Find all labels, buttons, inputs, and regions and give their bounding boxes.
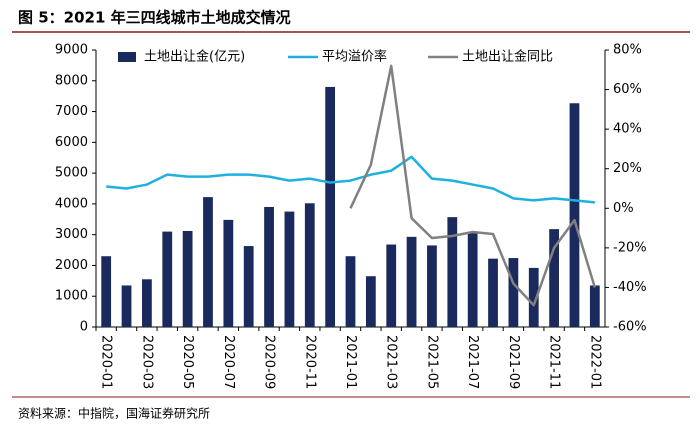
legend-label: 土地出让金同比 — [462, 49, 553, 65]
y-tick-label: 5000 — [55, 166, 88, 181]
bar — [528, 267, 539, 327]
bar — [243, 246, 254, 327]
y-tick-label: 2000 — [55, 258, 88, 273]
legend-label: 土地出让金(亿元) — [144, 49, 245, 65]
x-tick-label: 2021-11 — [547, 335, 562, 389]
bar — [325, 86, 336, 327]
line — [106, 155, 595, 204]
x-tick-label: 2020-07 — [221, 335, 236, 389]
y2-tick-label: -60% — [613, 320, 647, 335]
x-tick-label: 2021-03 — [384, 335, 399, 389]
x-tick-label: 2020-11 — [302, 335, 317, 389]
x-tick-label: 2021-01 — [343, 335, 358, 389]
bar — [223, 219, 234, 327]
y2-tick-label: -40% — [613, 280, 647, 295]
bar — [447, 217, 458, 327]
x-tick-label: 2021-05 — [424, 335, 439, 389]
bar — [488, 258, 498, 327]
y2-tick-label: -20% — [613, 240, 647, 255]
y-tick-label: 1000 — [55, 289, 88, 304]
x-tick-label: 2021-07 — [465, 335, 480, 389]
bar — [182, 230, 193, 327]
x-tick-label: 2020-01 — [99, 335, 114, 389]
bar — [427, 245, 437, 327]
bar — [162, 231, 173, 327]
bar — [203, 197, 213, 327]
bar — [264, 206, 274, 327]
x-tick-label: 2022-01 — [587, 335, 602, 389]
y-tick-label: 6000 — [55, 135, 88, 150]
bar — [284, 211, 295, 327]
source: 资料来源：中指院，国海证券研究所 — [18, 406, 210, 421]
bar — [406, 236, 417, 327]
y-tick-label: 8000 — [55, 73, 88, 88]
y-tick-label: 9000 — [55, 43, 88, 58]
x-tick-label: 2020-05 — [180, 335, 195, 389]
y2-tick-label: 80% — [613, 43, 642, 58]
y-tick-label: 3000 — [55, 227, 88, 242]
y2-tick-label: 60% — [613, 82, 642, 97]
legend-label: 平均溢价率 — [322, 49, 387, 65]
bar — [549, 229, 559, 327]
y-tick-label: 7000 — [55, 104, 88, 119]
chart-title: 图 5：2021 年三四线城市土地成交情况 — [18, 9, 291, 27]
y-tick-label: 4000 — [55, 196, 88, 211]
bar — [121, 285, 132, 327]
bar — [467, 231, 478, 327]
bar — [142, 279, 152, 327]
bar — [304, 203, 315, 327]
y2-tick-label: 0% — [613, 201, 634, 216]
bar — [101, 256, 112, 327]
x-tick-label: 2021-09 — [506, 335, 521, 389]
y2-tick-label: 20% — [613, 161, 642, 176]
legend-swatch — [118, 52, 136, 62]
line — [349, 64, 597, 307]
x-tick-label: 2020-09 — [262, 335, 277, 389]
bar — [386, 244, 397, 327]
y2-tick-label: 40% — [613, 122, 642, 137]
y-tick-label: 0 — [80, 320, 88, 335]
bar — [589, 285, 600, 327]
bar — [345, 256, 356, 327]
bar — [569, 103, 580, 328]
bar — [508, 258, 519, 327]
bar — [365, 276, 376, 327]
x-tick-label: 2020-03 — [139, 335, 154, 389]
